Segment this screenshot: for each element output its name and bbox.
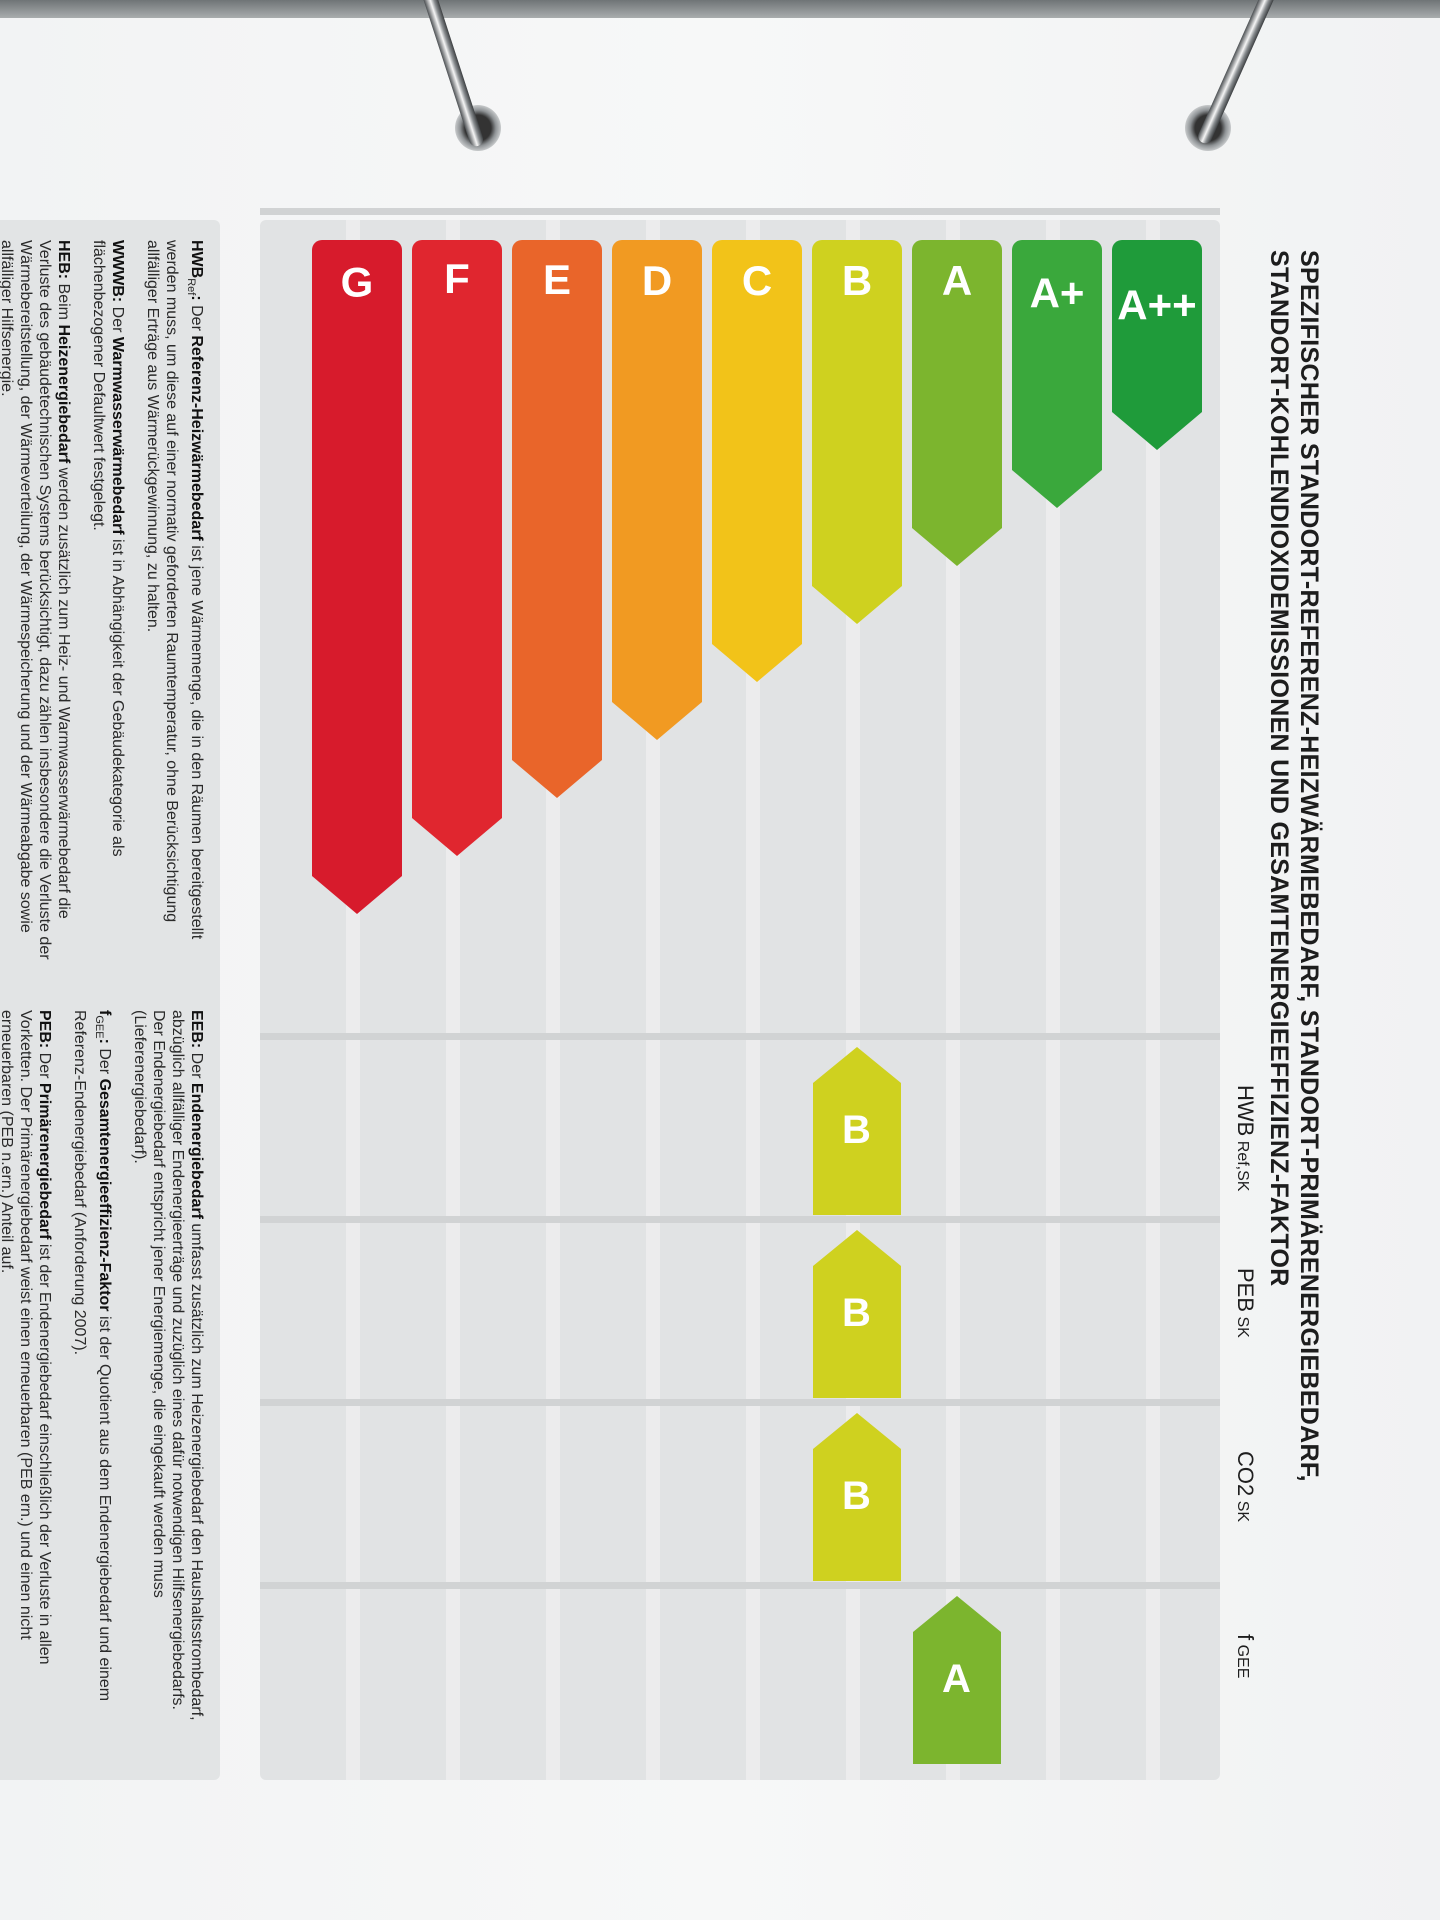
column-header: HWB Ref,SK [1232,1085,1258,1191]
class-arrow-c: C [712,240,802,682]
class-label: A++ [1117,281,1197,329]
definition-highlight: Heizenergiebedarf [54,324,72,464]
column-header-subscript: SK [1234,1496,1251,1523]
column-header: f GEE [1232,1634,1258,1678]
class-label: A [941,257,973,305]
class-label: B [841,257,873,305]
rating-marker: A [913,1596,1001,1764]
class-arrow-f: F [412,240,502,856]
definition-paragraph: fGEE: Der Gesamtenergieeffizienz-Faktor … [70,1010,114,1730]
class-arrow-a: A [912,240,1002,566]
grid-band [1146,220,1160,1780]
title-line-1: SPEZIFISCHER STANDORT-REFERENZ-HEIZWÄRME… [1295,250,1323,1482]
definition-text: Der [108,302,126,337]
page-title: SPEZIFISCHER STANDORT-REFERENZ-HEIZWÄRME… [1264,250,1324,1750]
definition-term: PEB [35,1010,53,1043]
definitions-left: HWBRef: Der Referenz-Heizwärmebedarf ist… [0,240,206,960]
rating-marker: B [813,1047,901,1215]
grid-column-divider [260,1582,1220,1589]
class-arrow-b: B [812,240,902,624]
title-line-2: STANDORT-KOHLENDIOXIDEMISSIONEN UND GESA… [1265,250,1293,1287]
definition-term: WWWB [108,240,126,297]
class-label: E [542,256,572,304]
column-header: PEB SK [1232,1268,1258,1338]
class-arrow-d: D [612,240,702,740]
rating-marker-label: B [842,1474,872,1519]
efficiency-chart: A++ A+ A B C D E F G B B B A [260,208,1220,1780]
column-header-label: PEB [1233,1268,1258,1313]
grid-column-divider [260,1033,1220,1040]
definition-text: Der [188,300,205,336]
definitions-right: EEB: Der Endenergiebedarf umfasst zusätz… [0,1010,206,1730]
class-arrow-g: G [312,240,402,914]
definition-paragraph: HEB: Beim Heizenergiebedarf werden zusät… [0,240,73,960]
column-header: CO2 SK [1232,1451,1258,1522]
definition-term: EEB [188,1010,205,1043]
grid-column-divider [260,208,1220,215]
definition-highlight: Gesamtenergieeffizienz-Faktor [96,1078,113,1312]
grid-column-divider [260,1399,1220,1406]
definitions-box: EEB: Der Endenergiebedarf umfasst zusätz… [0,220,220,1780]
column-header-subscript: Ref,SK [1234,1136,1251,1192]
class-label: F [444,254,470,302]
class-label: A+ [1029,269,1085,317]
rating-marker: B [813,1230,901,1398]
class-arrow-e: E [512,240,602,798]
definition-term: HEB [54,240,72,274]
class-label: D [641,257,673,305]
class-label: C [741,257,773,305]
column-header-label: CO2 [1233,1451,1258,1497]
definition-paragraph: PEB: Der Primärenergiebedarf ist der End… [0,1010,54,1730]
definition-highlight: Endenergiebedarf [188,1082,205,1219]
energy-certificate-page: SPEZIFISCHER STANDORT-REFERENZ-HEIZWÄRME… [0,208,1323,1780]
definition-text: Der [35,1048,53,1083]
column-header-label: HWB [1233,1085,1258,1137]
definition-text: Der [96,1043,113,1079]
definition-paragraph: EEB: Der Endenergiebedarf umfasst zusätz… [130,1010,206,1730]
column-header-subscript: SK [1234,1312,1251,1338]
definition-paragraph: HWBRef: Der Referenz-Heizwärmebedarf ist… [143,240,206,960]
rating-marker-label: A [942,1657,972,1702]
definition-text: Der [188,1048,205,1083]
grid-column-divider [260,1216,1220,1223]
definition-paragraph: WWWB: Der Warmwasserwärmebedarf ist in A… [89,240,127,960]
class-arrow-aplus: A+ [1012,240,1102,508]
definition-term-subscript: GEE [92,1015,105,1039]
column-header-subscript: GEE [1234,1640,1251,1679]
definition-term-subscript: Ref [184,278,197,296]
definition-highlight: Warmwasserwärmebedarf [108,336,126,535]
definition-highlight: Primärenergiebedarf [35,1082,53,1240]
rating-marker-label: B [842,1291,872,1336]
rating-marker-label: B [842,1108,872,1153]
definition-highlight: Referenz-Heizwärmebedarf [188,335,205,541]
rating-marker: B [813,1413,901,1581]
class-label: G [340,258,374,306]
class-arrow-aplusplus: A++ [1112,240,1202,450]
definition-term: HWB [188,240,205,279]
definition-text: Beim [54,279,72,325]
